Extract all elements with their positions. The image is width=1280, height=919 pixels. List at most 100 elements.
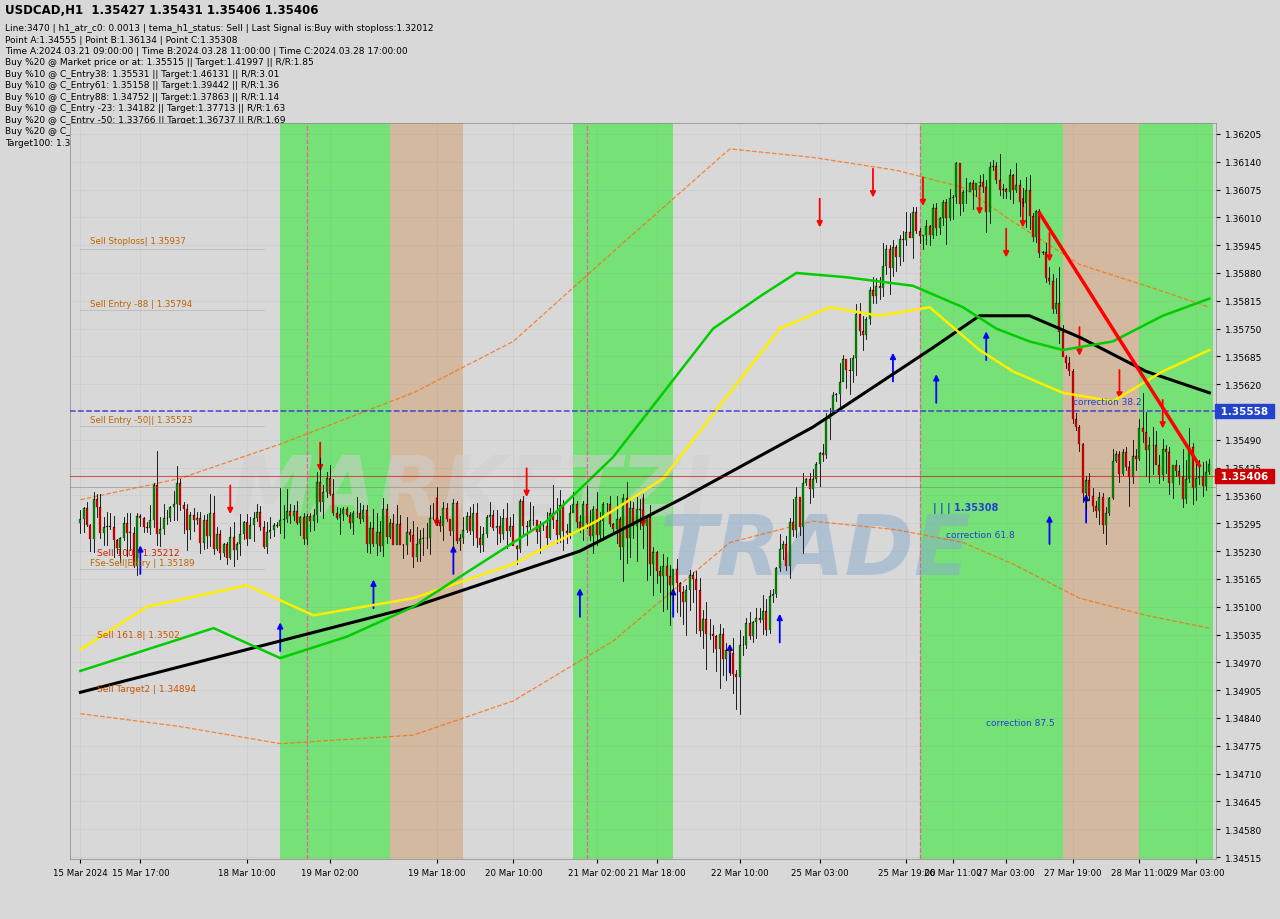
Text: Buy %20 @ C_Entry -50: 1.33766 || Target:1.36737 || R/R:1.69: Buy %20 @ C_Entry -50: 1.33766 || Target… bbox=[5, 116, 285, 125]
Bar bbox=[229, 538, 232, 559]
Bar bbox=[899, 240, 901, 258]
Bar bbox=[493, 516, 494, 528]
Bar bbox=[260, 513, 261, 528]
Bar bbox=[419, 539, 421, 544]
Bar bbox=[175, 483, 178, 505]
Bar bbox=[1158, 466, 1161, 476]
Bar bbox=[396, 525, 398, 545]
Text: correction 38.2: correction 38.2 bbox=[1073, 398, 1142, 407]
Bar bbox=[1132, 456, 1134, 477]
Bar bbox=[156, 485, 157, 535]
Bar bbox=[1139, 124, 1212, 859]
Bar bbox=[113, 528, 115, 540]
Text: Line:3470 | h1_atr_c0: 0.0013 | tema_h1_status: Sell | Last Signal is:Buy with s: Line:3470 | h1_atr_c0: 0.0013 | tema_h1_… bbox=[5, 24, 434, 33]
Bar bbox=[986, 187, 987, 213]
Bar bbox=[865, 320, 868, 335]
Bar bbox=[869, 290, 870, 320]
Bar bbox=[329, 479, 332, 495]
Bar bbox=[312, 516, 315, 521]
Bar bbox=[335, 513, 338, 518]
Bar bbox=[123, 524, 124, 539]
Bar bbox=[372, 528, 375, 545]
Bar bbox=[782, 544, 785, 550]
Bar bbox=[902, 240, 904, 241]
Bar bbox=[252, 518, 255, 526]
Bar bbox=[643, 511, 644, 527]
Bar bbox=[506, 519, 508, 531]
Bar bbox=[485, 517, 488, 535]
Bar bbox=[936, 210, 937, 229]
Text: | | | 1.35308: | | | 1.35308 bbox=[933, 503, 998, 514]
Bar bbox=[362, 510, 365, 519]
Bar bbox=[1148, 446, 1151, 451]
Bar bbox=[659, 572, 660, 576]
Bar bbox=[795, 497, 797, 530]
Bar bbox=[579, 522, 581, 529]
Bar bbox=[759, 618, 760, 620]
Bar bbox=[666, 567, 667, 577]
Bar bbox=[1015, 186, 1018, 190]
Bar bbox=[223, 544, 224, 553]
Bar bbox=[460, 539, 461, 541]
Bar bbox=[932, 210, 934, 236]
Bar bbox=[689, 576, 691, 590]
Bar bbox=[466, 516, 467, 530]
Bar bbox=[599, 521, 600, 536]
Bar bbox=[1135, 456, 1137, 460]
Bar bbox=[1121, 452, 1124, 475]
Bar bbox=[256, 513, 257, 518]
Bar bbox=[762, 612, 764, 620]
Bar bbox=[516, 546, 517, 550]
Bar bbox=[1155, 446, 1157, 466]
Text: Sell 161.8| 1.3502: Sell 161.8| 1.3502 bbox=[97, 630, 179, 639]
Bar bbox=[159, 529, 161, 535]
Bar bbox=[778, 550, 781, 569]
Bar bbox=[602, 505, 604, 521]
Bar bbox=[855, 315, 858, 358]
Bar bbox=[445, 508, 448, 520]
Bar bbox=[822, 454, 824, 455]
Bar bbox=[655, 552, 658, 572]
Bar bbox=[909, 233, 910, 239]
Bar bbox=[732, 653, 735, 675]
Bar bbox=[1108, 498, 1111, 514]
Bar bbox=[662, 567, 664, 576]
Bar bbox=[992, 166, 993, 167]
Text: Target100: 1.36887 || Target 161: 1.37863 || Target 261: 1.39442 || Target262: 1: Target100: 1.36887 || Target 161: 1.3786… bbox=[5, 139, 640, 147]
Bar bbox=[549, 513, 550, 539]
Bar bbox=[582, 505, 584, 529]
Bar bbox=[1181, 476, 1184, 500]
Bar bbox=[1036, 211, 1037, 238]
Bar bbox=[390, 124, 463, 859]
Bar bbox=[1048, 278, 1051, 282]
Bar bbox=[227, 544, 228, 559]
Bar bbox=[682, 592, 685, 603]
Bar bbox=[826, 419, 827, 455]
Bar bbox=[1204, 472, 1207, 486]
Bar bbox=[628, 508, 631, 539]
Bar bbox=[1062, 333, 1064, 357]
Bar bbox=[243, 522, 244, 535]
Text: correction 87.5: correction 87.5 bbox=[986, 718, 1055, 727]
Text: FSe-Sell|Entry | 1.35189: FSe-Sell|Entry | 1.35189 bbox=[91, 558, 195, 567]
Bar bbox=[376, 532, 378, 545]
Bar bbox=[1065, 357, 1068, 364]
Bar bbox=[106, 527, 108, 528]
Bar bbox=[595, 509, 598, 536]
Bar bbox=[435, 518, 438, 523]
Text: Buy %20 @ Market price or at: 1.35515 || Target:1.41997 || R/R:1.85: Buy %20 @ Market price or at: 1.35515 ||… bbox=[5, 59, 314, 67]
Bar bbox=[749, 623, 751, 636]
Bar bbox=[186, 509, 188, 531]
Bar bbox=[509, 527, 511, 531]
Text: Sell Entry -88 | 1.35794: Sell Entry -88 | 1.35794 bbox=[91, 300, 192, 308]
Bar bbox=[92, 499, 95, 539]
Bar bbox=[269, 530, 271, 533]
Bar bbox=[672, 569, 675, 585]
Bar bbox=[366, 510, 367, 544]
Bar bbox=[722, 634, 724, 659]
Bar bbox=[352, 514, 355, 523]
Bar bbox=[1208, 464, 1211, 472]
Bar bbox=[1165, 449, 1167, 452]
Bar bbox=[236, 545, 238, 550]
Bar bbox=[975, 184, 977, 190]
